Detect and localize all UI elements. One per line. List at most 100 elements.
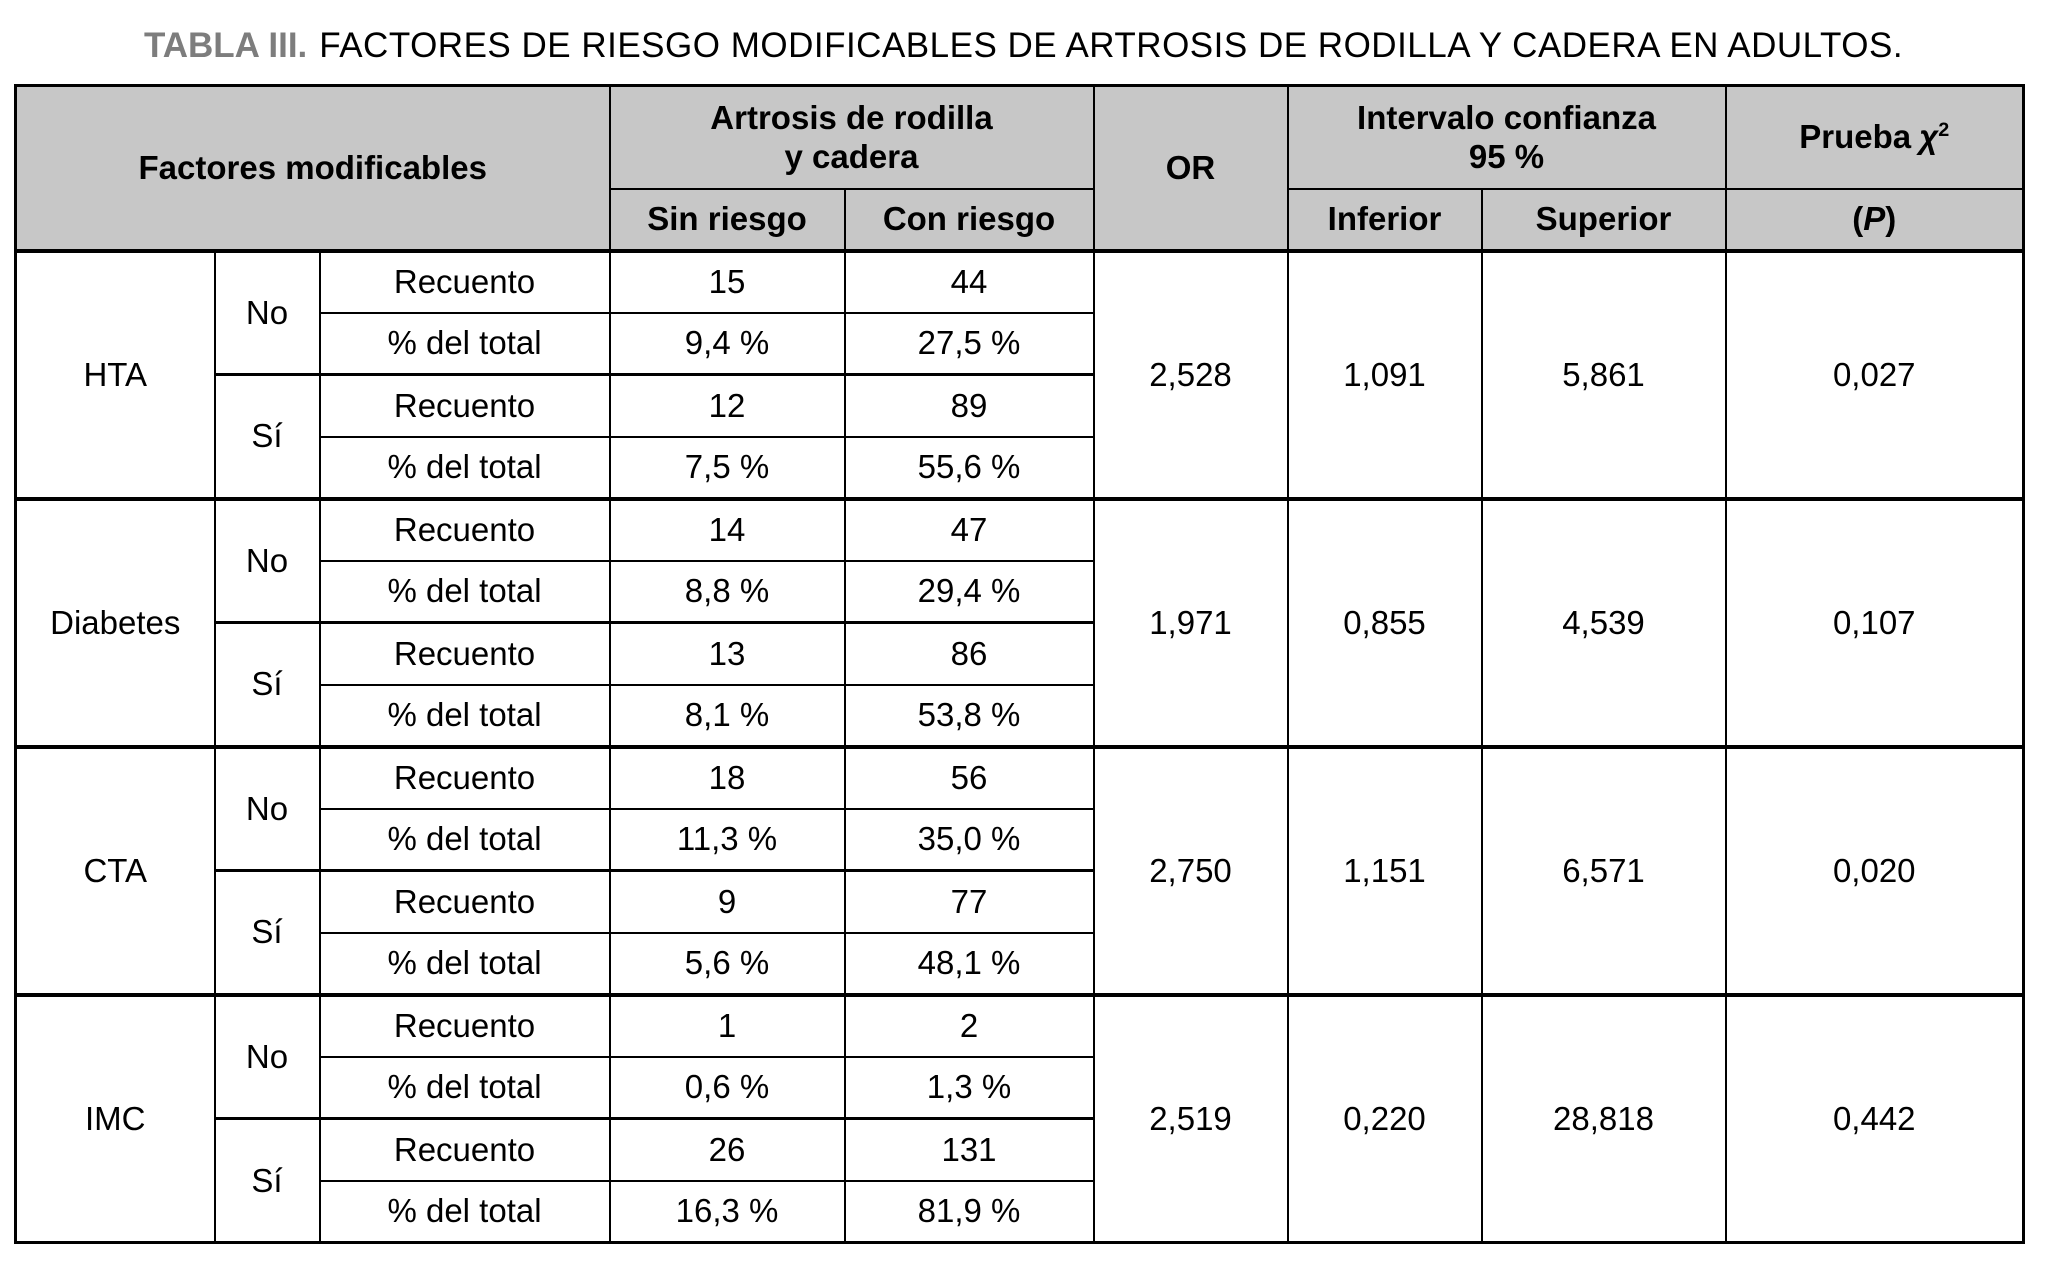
table-number-label: TABLA III.: [143, 26, 308, 65]
table-row: Sí Recuento 9 77: [16, 869, 2024, 996]
cell-con-riesgo: 131: [843, 1117, 1095, 1182]
table-row: % del total 11,3 % 35,0 %: [16, 807, 2024, 872]
cell-sin-riesgo: 8,1 %: [608, 683, 846, 748]
header-row-1: Factores modificables Artrosis de rodill…: [14, 84, 2025, 253]
measure-label: % del total: [318, 931, 611, 996]
cell-con-riesgo: 48,1 %: [843, 931, 1095, 996]
cell-p: 0,107: [1724, 496, 2025, 748]
cell-con-riesgo: 2: [843, 992, 1095, 1058]
yn-label-si: Sí: [213, 373, 321, 500]
yn-label-no: No: [213, 744, 321, 872]
header-row-2: Sin riesgo Con riesgo Inferior Superior …: [16, 187, 2025, 253]
cell-p: 0,020: [1724, 744, 2025, 996]
cell-con-riesgo: 29,4 %: [843, 559, 1095, 624]
cell-con-riesgo: 89: [843, 373, 1095, 438]
table-row: HTA No Recuento 15 44 2,528 1,091 5,861 …: [14, 248, 2025, 500]
cell-sin-riesgo: 1: [608, 992, 846, 1058]
header-factores-modificables: Factores modificables: [14, 84, 611, 253]
measure-label: Recuento: [318, 1117, 611, 1182]
yn-label-si: Sí: [213, 869, 321, 996]
cell-sin-riesgo: 26: [608, 1117, 846, 1182]
header-prueba-chi2: Prueba χ2: [1724, 84, 2025, 190]
risk-factors-table: Factores modificables Artrosis de rodill…: [14, 84, 2025, 1244]
cell-con-riesgo: 53,8 %: [843, 683, 1095, 748]
header-prueba-text: Prueba: [1799, 118, 1912, 156]
cell-ci-superior: 5,861: [1480, 248, 1727, 500]
cell-p: 0,027: [1724, 248, 2025, 500]
page-title: TABLA III. FACTORES DE RIESGO MODIFICABLE…: [0, 26, 2047, 66]
table-row: CTA No Recuento 18 56 2,750 1,151 6,571 …: [14, 744, 2025, 996]
table-row: % del total 8,1 % 53,8 %: [16, 683, 2024, 748]
measure-label: % del total: [318, 435, 611, 500]
table-row: % del total 7,5 % 55,6 %: [16, 435, 2024, 500]
cell-sin-riesgo: 9,4 %: [608, 311, 846, 376]
cell-con-riesgo: 86: [843, 621, 1095, 686]
measure-label: % del total: [318, 807, 611, 872]
yn-label-no: No: [213, 248, 321, 376]
header-intervalo-confianza: Intervalo confianza 95 %: [1286, 84, 1727, 190]
yn-label-no: No: [213, 496, 321, 624]
measure-label: % del total: [318, 311, 611, 376]
table-row: Diabetes No Recuento 14 47 1,971 0,855 4…: [14, 496, 2025, 748]
cell-sin-riesgo: 8,8 %: [608, 559, 846, 624]
chi-symbol: χ: [1919, 118, 1939, 156]
factor-name: HTA: [14, 248, 216, 500]
factor-name: CTA: [14, 744, 216, 996]
table-row: Sí Recuento 12 89: [16, 373, 2024, 500]
cell-sin-riesgo: 12: [608, 373, 846, 438]
cell-sin-riesgo: 18: [608, 744, 846, 810]
cell-ci-superior: 6,571: [1480, 744, 1727, 996]
header-con-riesgo: Con riesgo: [843, 187, 1095, 253]
measure-label: % del total: [318, 559, 611, 624]
cell-or: 2,750: [1092, 744, 1289, 996]
cell-sin-riesgo: 11,3 %: [608, 807, 846, 872]
table-title-text: FACTORES DE RIESGO MODIFICABLES DE ARTRO…: [319, 26, 1904, 65]
cell-sin-riesgo: 7,5 %: [608, 435, 846, 500]
yn-label-si: Sí: [213, 1117, 321, 1244]
cell-con-riesgo: 81,9 %: [843, 1179, 1095, 1244]
measure-label: Recuento: [318, 248, 611, 314]
cell-sin-riesgo: 15: [608, 248, 846, 314]
measure-label: % del total: [318, 1179, 611, 1244]
cell-sin-riesgo: 16,3 %: [608, 1179, 846, 1244]
header-or: OR: [1092, 84, 1289, 253]
cell-ci-inferior: 0,855: [1286, 496, 1483, 748]
factor-name: Diabetes: [14, 496, 216, 748]
yn-label-no: No: [213, 992, 321, 1120]
header-artrosis: Artrosis de rodilla y cadera: [608, 84, 1095, 190]
table-row: % del total 9,4 % 27,5 %: [16, 311, 2024, 376]
cell-con-riesgo: 47: [843, 496, 1095, 562]
table-row: Sí Recuento 26 131: [16, 1117, 2024, 1244]
cell-ci-inferior: 1,151: [1286, 744, 1483, 996]
measure-label: Recuento: [318, 373, 611, 438]
factor-name: IMC: [14, 992, 216, 1244]
measure-label: Recuento: [318, 992, 611, 1058]
cell-con-riesgo: 56: [843, 744, 1095, 810]
measure-label: % del total: [318, 683, 611, 748]
cell-or: 1,971: [1092, 496, 1289, 748]
cell-con-riesgo: 44: [843, 248, 1095, 314]
header-p-value: (P): [1724, 187, 2025, 253]
table-row: % del total 16,3 % 81,9 %: [16, 1179, 2024, 1244]
measure-label: Recuento: [318, 621, 611, 686]
cell-or: 2,528: [1092, 248, 1289, 500]
table-row: Sí Recuento 13 86: [16, 621, 2024, 748]
header-sin-riesgo: Sin riesgo: [608, 187, 846, 253]
cell-con-riesgo: 1,3 %: [843, 1055, 1095, 1120]
cell-p: 0,442: [1724, 992, 2025, 1244]
cell-sin-riesgo: 0,6 %: [608, 1055, 846, 1120]
cell-con-riesgo: 27,5 %: [843, 311, 1095, 376]
measure-label: % del total: [318, 1055, 611, 1120]
measure-label: Recuento: [318, 869, 611, 934]
cell-ci-superior: 28,818: [1480, 992, 1727, 1244]
p-letter: P: [1863, 200, 1886, 237]
cell-con-riesgo: 35,0 %: [843, 807, 1095, 872]
cell-con-riesgo: 77: [843, 869, 1095, 934]
cell-sin-riesgo: 5,6 %: [608, 931, 846, 996]
cell-sin-riesgo: 14: [608, 496, 846, 562]
table-row: % del total 5,6 % 48,1 %: [16, 931, 2024, 996]
measure-label: Recuento: [318, 744, 611, 810]
cell-or: 2,519: [1092, 992, 1289, 1244]
yn-label-si: Sí: [213, 621, 321, 748]
measure-label: Recuento: [318, 496, 611, 562]
